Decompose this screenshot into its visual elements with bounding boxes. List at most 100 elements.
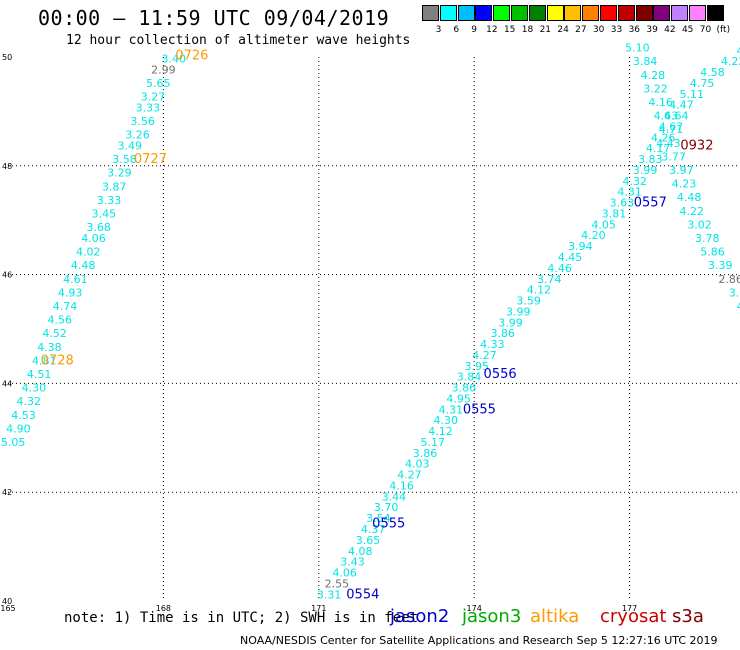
swh-value: 3.99 bbox=[498, 316, 523, 329]
satellite-legend-cryosat: cryosat bbox=[600, 606, 667, 627]
swh-value: 4.81 bbox=[32, 354, 57, 367]
swh-value: 4.06 bbox=[332, 567, 357, 580]
swh-value: 4.74 bbox=[53, 300, 78, 313]
swh-value: 3.45 bbox=[92, 207, 117, 220]
scale-swatch bbox=[511, 5, 528, 21]
scale-swatch bbox=[493, 5, 511, 21]
swh-value: 4.08 bbox=[348, 545, 373, 558]
swh-value: 4.48 bbox=[677, 191, 702, 204]
swh-value: 3.29 bbox=[107, 167, 132, 180]
swh-value: 3.58 bbox=[112, 153, 137, 166]
swh-value: 5.10 bbox=[625, 42, 650, 55]
scale-label: 6 bbox=[453, 25, 460, 35]
lat-tick-label: 48 bbox=[2, 162, 12, 171]
scale-swatch bbox=[528, 5, 546, 21]
pass-time-label: 0556 bbox=[484, 367, 517, 382]
swh-value: 4.53 bbox=[11, 409, 36, 422]
pass-time-label: 0932 bbox=[680, 138, 713, 153]
scale-swatch bbox=[582, 5, 600, 21]
scale-swatch bbox=[671, 5, 689, 21]
pass-time-label: 0554 bbox=[346, 587, 379, 602]
scale-label: 45 bbox=[681, 25, 694, 35]
swh-value: 3.84 bbox=[457, 371, 482, 384]
swh-value: 2.99 bbox=[151, 63, 176, 76]
swh-value: 3.81 bbox=[602, 207, 627, 220]
scale-label: 21 bbox=[539, 25, 552, 35]
swh-value: 3.99 bbox=[729, 286, 740, 299]
swh-value: 3.54 bbox=[366, 512, 391, 525]
swh-value: 4.16 bbox=[648, 96, 673, 109]
swh-value: 4.37 bbox=[361, 523, 386, 536]
pass-time-label: 0555 bbox=[372, 517, 405, 532]
swh-value: 4.06 bbox=[81, 232, 106, 245]
swh-value: 4.48 bbox=[71, 259, 96, 272]
pass-time-labels: 0726 0727 0728 0932 0557 0556 0555 0555 0554 bbox=[41, 49, 714, 603]
scale-swatch bbox=[422, 5, 439, 21]
swh-value: 4.45 bbox=[558, 251, 583, 264]
swh-value: 3.65 bbox=[356, 534, 381, 547]
swh-value: 3.40 bbox=[162, 52, 187, 65]
swh-value: 4.22 bbox=[736, 300, 740, 313]
lat-tick-label: 40 bbox=[2, 597, 12, 606]
footnote: note: 1) Time is in UTC; 2) SWH is in fe… bbox=[64, 610, 419, 626]
scale-swatch bbox=[635, 5, 653, 21]
swh-value: 3.94 bbox=[568, 240, 593, 253]
swh-value: 4.43 bbox=[656, 137, 681, 150]
swh-value: 3.78 bbox=[695, 232, 720, 245]
swh-value: 2.86 bbox=[718, 273, 740, 286]
swh-value: 4.93 bbox=[58, 286, 83, 299]
swh-value: 5.05 bbox=[1, 436, 26, 449]
swh-value: 3.95 bbox=[465, 360, 490, 373]
swh-value: 4.30 bbox=[22, 382, 47, 395]
swh-value: 4.47 bbox=[669, 99, 694, 112]
scale-swatch bbox=[653, 5, 671, 21]
swh-value: 3.33 bbox=[97, 194, 122, 207]
swh-value: 5.17 bbox=[421, 436, 446, 449]
swh-value: 4.16 bbox=[389, 479, 414, 492]
swh-value: 3.86 bbox=[452, 382, 477, 395]
swh-value: 4.90 bbox=[6, 422, 31, 435]
pass-time-label: 0727 bbox=[134, 152, 167, 167]
swh-value: 3.63 bbox=[610, 197, 635, 210]
swh-value: 4.12 bbox=[428, 425, 453, 438]
swh-value: 3.84 bbox=[633, 55, 658, 68]
swh-value: 3.83 bbox=[638, 153, 663, 166]
swh-value: 4.63 bbox=[736, 44, 740, 57]
swh-value: 3.49 bbox=[117, 139, 142, 152]
swh-value: 3.87 bbox=[102, 180, 127, 193]
swh-value: 4.67 bbox=[659, 120, 684, 133]
scale-label: 9 bbox=[471, 25, 477, 35]
swh-value: 4.22 bbox=[680, 205, 705, 218]
pass-time-label: 0728 bbox=[41, 353, 74, 368]
swh-value: 4.30 bbox=[433, 414, 458, 427]
scale-label: 42 bbox=[664, 25, 676, 35]
swh-value: 3.56 bbox=[130, 115, 155, 128]
scale-label: 18 bbox=[521, 25, 534, 35]
page-subtitle: 12 hour collection of altimeter wave hei… bbox=[66, 33, 411, 48]
satellite-legend-jason3: jason3 bbox=[462, 606, 522, 627]
swh-value: 4.46 bbox=[547, 262, 572, 275]
swh-value: 3.99 bbox=[633, 164, 658, 177]
swh-value: 3.27 bbox=[141, 91, 166, 104]
swh-value: 4.33 bbox=[480, 338, 505, 351]
swh-value: 4.02 bbox=[76, 246, 101, 259]
swh-value: 4.61 bbox=[63, 273, 88, 286]
swh-value: 3.97 bbox=[669, 164, 694, 177]
lat-tick-label: 42 bbox=[2, 488, 12, 497]
swh-value: 3.77 bbox=[661, 150, 686, 163]
swh-value: 3.59 bbox=[516, 295, 541, 308]
swh-value: 3.74 bbox=[537, 273, 562, 286]
scale-swatch bbox=[689, 5, 706, 21]
scale-swatch bbox=[475, 5, 493, 21]
swh-value: 4.05 bbox=[591, 218, 616, 231]
scale-label: 3 bbox=[435, 25, 442, 35]
swh-value: 3.02 bbox=[687, 218, 712, 231]
pass-time-label: 0555 bbox=[463, 402, 496, 417]
satellite-legend-s3a: s3a bbox=[672, 606, 704, 627]
axis-tick-labels: 165 168 171 174 177 40 42 44 46 48 50 bbox=[0, 53, 637, 613]
page-title: 00:00 – 11:59 UTC 09/04/2019 bbox=[38, 6, 390, 30]
swh-value: 3.33 bbox=[136, 101, 161, 114]
swh-value: 3.31 bbox=[317, 588, 342, 601]
wave-height-values: 3.402.995.653.273.333.563.263.493.583.29… bbox=[1, 42, 740, 602]
